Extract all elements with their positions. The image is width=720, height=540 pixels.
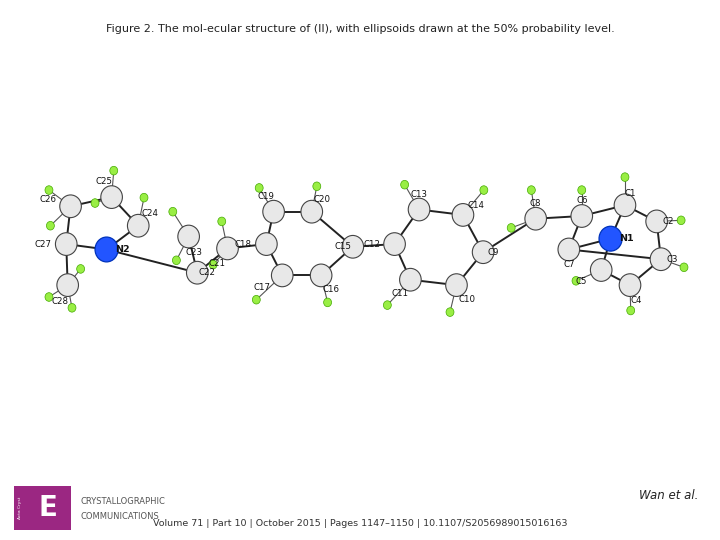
Ellipse shape xyxy=(313,182,321,191)
Ellipse shape xyxy=(400,268,421,291)
Ellipse shape xyxy=(572,276,580,285)
Text: C2: C2 xyxy=(662,217,674,226)
Text: C4: C4 xyxy=(630,296,642,305)
Ellipse shape xyxy=(571,205,593,227)
Ellipse shape xyxy=(178,225,199,248)
Ellipse shape xyxy=(140,193,148,202)
Ellipse shape xyxy=(646,210,667,233)
Text: C11: C11 xyxy=(392,289,409,298)
Text: N1: N1 xyxy=(619,234,634,243)
Ellipse shape xyxy=(186,261,208,284)
Ellipse shape xyxy=(577,186,586,194)
Ellipse shape xyxy=(110,166,118,175)
Ellipse shape xyxy=(614,194,636,217)
Ellipse shape xyxy=(217,237,238,260)
Text: C27: C27 xyxy=(35,240,52,248)
Ellipse shape xyxy=(384,233,405,255)
Text: C12: C12 xyxy=(363,240,380,248)
Text: C25: C25 xyxy=(96,178,113,186)
Ellipse shape xyxy=(173,256,181,265)
Text: C18: C18 xyxy=(235,240,252,248)
Ellipse shape xyxy=(55,233,77,255)
Text: C24: C24 xyxy=(141,210,158,218)
Ellipse shape xyxy=(91,199,99,207)
Text: C8: C8 xyxy=(530,199,541,208)
Ellipse shape xyxy=(271,264,293,287)
Ellipse shape xyxy=(95,237,118,262)
Ellipse shape xyxy=(446,308,454,316)
Text: E: E xyxy=(39,494,58,522)
Text: C16: C16 xyxy=(323,285,340,294)
Ellipse shape xyxy=(252,295,261,304)
Ellipse shape xyxy=(408,198,430,221)
Ellipse shape xyxy=(677,216,685,225)
Ellipse shape xyxy=(45,186,53,194)
Ellipse shape xyxy=(527,186,536,194)
Text: C9: C9 xyxy=(487,248,499,256)
Ellipse shape xyxy=(599,226,622,251)
Ellipse shape xyxy=(446,274,467,296)
Text: C3: C3 xyxy=(667,255,678,264)
Text: C7: C7 xyxy=(563,260,575,269)
Text: C15: C15 xyxy=(334,242,351,251)
Ellipse shape xyxy=(452,204,474,226)
Ellipse shape xyxy=(217,217,226,226)
Ellipse shape xyxy=(310,264,332,287)
Text: C13: C13 xyxy=(410,190,428,199)
FancyBboxPatch shape xyxy=(14,486,71,530)
Ellipse shape xyxy=(57,274,78,296)
Text: Volume 71 | Part 10 | October 2015 | Pages 1147–1150 | 10.1107/S2056989015016163: Volume 71 | Part 10 | October 2015 | Pag… xyxy=(153,519,567,528)
Ellipse shape xyxy=(324,298,331,307)
Text: C1: C1 xyxy=(625,189,636,198)
Ellipse shape xyxy=(680,263,688,272)
Ellipse shape xyxy=(626,306,635,315)
Ellipse shape xyxy=(255,184,264,192)
Ellipse shape xyxy=(401,180,409,189)
Text: COMMUNICATIONS: COMMUNICATIONS xyxy=(81,512,159,521)
Text: C17: C17 xyxy=(253,283,271,292)
Text: C5: C5 xyxy=(575,278,587,286)
Text: CRYSTALLOGRAPHIC: CRYSTALLOGRAPHIC xyxy=(81,497,166,505)
Ellipse shape xyxy=(256,233,277,255)
Text: C6: C6 xyxy=(576,197,588,205)
Ellipse shape xyxy=(301,200,323,223)
Ellipse shape xyxy=(77,265,85,273)
Text: C19: C19 xyxy=(258,192,275,201)
Ellipse shape xyxy=(558,238,580,261)
Text: C21: C21 xyxy=(209,259,226,268)
Ellipse shape xyxy=(472,241,494,264)
Text: Wan et al.: Wan et al. xyxy=(639,489,698,502)
Ellipse shape xyxy=(384,301,392,309)
Text: N2: N2 xyxy=(115,245,130,254)
Ellipse shape xyxy=(621,173,629,181)
Ellipse shape xyxy=(507,224,516,232)
Ellipse shape xyxy=(46,221,55,230)
Text: C22: C22 xyxy=(199,268,216,277)
Text: C14: C14 xyxy=(467,201,485,210)
Ellipse shape xyxy=(60,195,81,218)
Ellipse shape xyxy=(342,235,364,258)
Text: C10: C10 xyxy=(458,295,475,303)
Ellipse shape xyxy=(650,248,672,271)
Text: C28: C28 xyxy=(52,297,69,306)
Ellipse shape xyxy=(619,274,641,296)
Ellipse shape xyxy=(263,200,284,223)
Ellipse shape xyxy=(480,186,488,194)
Text: C23: C23 xyxy=(186,248,203,257)
Ellipse shape xyxy=(209,260,217,269)
Text: Figure 2. The mol-ecular structure of (II), with ellipsoids drawn at the 50% pro: Figure 2. The mol-ecular structure of (I… xyxy=(106,24,614,35)
Text: Acta Cryst: Acta Cryst xyxy=(18,497,22,519)
Ellipse shape xyxy=(68,303,76,312)
Ellipse shape xyxy=(168,207,177,216)
Ellipse shape xyxy=(590,259,612,281)
Ellipse shape xyxy=(525,207,546,230)
Ellipse shape xyxy=(127,214,149,237)
Text: C20: C20 xyxy=(313,195,330,204)
Ellipse shape xyxy=(101,186,122,208)
Ellipse shape xyxy=(45,293,53,301)
Text: C26: C26 xyxy=(39,195,56,204)
